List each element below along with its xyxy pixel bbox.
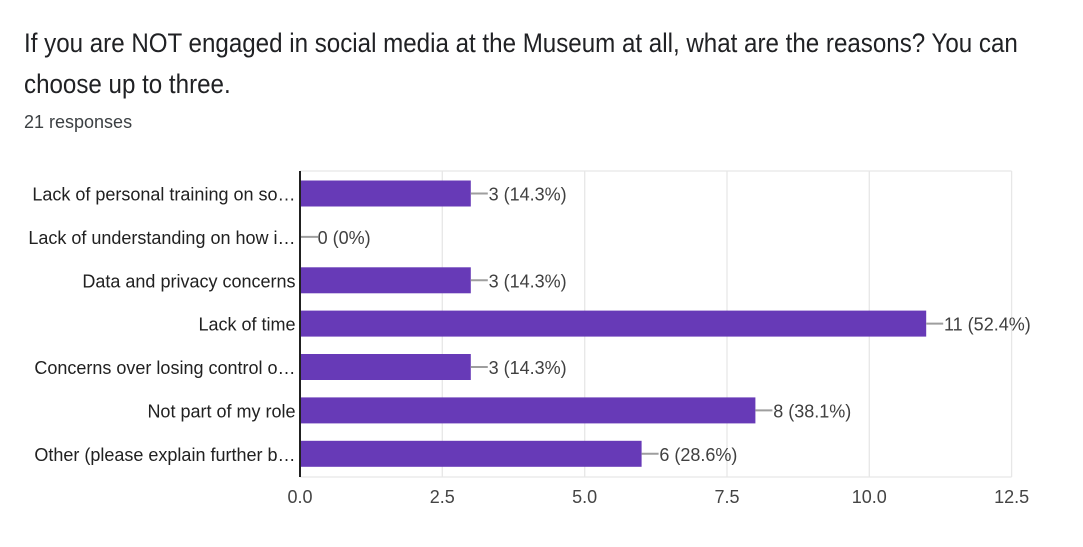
svg-text:3 (14.3%): 3 (14.3%) (489, 358, 567, 378)
svg-text:11 (52.4%): 11 (52.4%) (944, 315, 1031, 335)
svg-text:8 (38.1%): 8 (38.1%) (773, 401, 851, 421)
svg-text:Not part of my role: Not part of my role (147, 401, 295, 421)
svg-text:Other (please explain further: Other (please explain further b… (34, 445, 295, 465)
svg-text:Concerns over losing control o: Concerns over losing control o… (34, 358, 295, 378)
svg-text:0.0: 0.0 (287, 487, 312, 507)
svg-text:Lack of understanding on how i: Lack of understanding on how i… (28, 228, 295, 248)
svg-text:0 (0%): 0 (0%) (318, 228, 371, 248)
svg-text:10.0: 10.0 (852, 487, 887, 507)
svg-text:3 (14.3%): 3 (14.3%) (489, 185, 567, 205)
svg-text:Data and privacy concerns: Data and privacy concerns (82, 271, 295, 291)
svg-text:2.5: 2.5 (430, 487, 455, 507)
svg-text:7.5: 7.5 (714, 487, 739, 507)
svg-text:5.0: 5.0 (572, 487, 597, 507)
svg-text:Lack of personal training on s: Lack of personal training on so… (32, 185, 295, 205)
svg-text:6 (28.6%): 6 (28.6%) (659, 445, 737, 465)
svg-text:3 (14.3%): 3 (14.3%) (489, 271, 567, 291)
svg-text:12.5: 12.5 (994, 487, 1029, 507)
svg-text:Lack of time: Lack of time (198, 315, 295, 335)
